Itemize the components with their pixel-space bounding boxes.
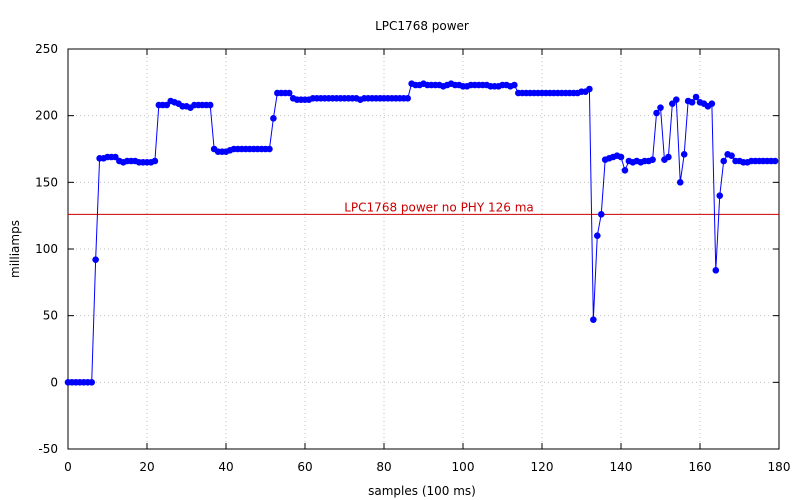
data-point: [594, 232, 601, 239]
reference-lines: LPC1768 power no PHY 126 ma: [68, 200, 779, 215]
y-axis-title: milliamps: [8, 220, 22, 278]
data-point: [688, 99, 696, 106]
data-point: [665, 153, 672, 161]
data-point: [712, 267, 720, 274]
data-point: [680, 151, 688, 158]
data-point: [692, 93, 700, 101]
series-line: [68, 83, 776, 383]
grid: [68, 49, 779, 449]
y-tick-label: 0: [50, 375, 58, 389]
data-point: [151, 157, 159, 165]
data-point: [266, 145, 273, 153]
y-tick-label: 250: [35, 42, 58, 56]
data-point: [617, 153, 625, 161]
data-point: [657, 104, 664, 111]
data-point: [270, 115, 277, 122]
x-tick-label: 20: [139, 460, 154, 474]
data-point: [92, 256, 99, 263]
y-tick-label: 150: [35, 175, 58, 189]
y-tick-label: 50: [43, 309, 58, 323]
data-point: [590, 316, 597, 323]
series-group: [64, 80, 779, 386]
data-point: [771, 157, 779, 165]
data-point: [597, 211, 605, 218]
data-point: [285, 89, 293, 97]
data-point: [649, 156, 656, 163]
x-axis-title: samples (100 ms): [368, 484, 476, 498]
x-tick-label: 40: [218, 460, 233, 474]
data-point: [206, 101, 214, 109]
data-point: [621, 167, 629, 174]
data-point: [720, 157, 727, 165]
chart-title: LPC1768 power: [375, 19, 469, 33]
data-point: [404, 95, 412, 102]
data-point: [511, 81, 518, 89]
y-tick-label: -50: [38, 442, 58, 456]
data-point: [653, 109, 660, 117]
data-point: [673, 96, 680, 103]
x-tick-label: 80: [376, 460, 391, 474]
x-tick-label: 120: [531, 460, 554, 474]
y-tick-label: 200: [35, 109, 58, 123]
x-tick-label: 140: [610, 460, 633, 474]
data-point: [88, 379, 95, 386]
data-point: [676, 179, 684, 186]
x-tick-label: 0: [64, 460, 72, 474]
data-point: [728, 152, 735, 159]
x-tick-label: 180: [768, 460, 791, 474]
axis-ticks: 0 20 40 60 80 100 120 140 160 180 -50 0 50 100 150 200 2…: [35, 42, 790, 474]
x-tick-label: 100: [452, 460, 475, 474]
x-tick-label: 60: [297, 460, 312, 474]
reference-line-label: LPC1768 power no PHY 126 ma: [344, 200, 534, 214]
data-point: [716, 192, 724, 199]
data-point: [708, 100, 716, 107]
x-tick-label: 160: [689, 460, 712, 474]
data-point: [586, 85, 593, 93]
y-tick-label: 100: [35, 242, 58, 256]
